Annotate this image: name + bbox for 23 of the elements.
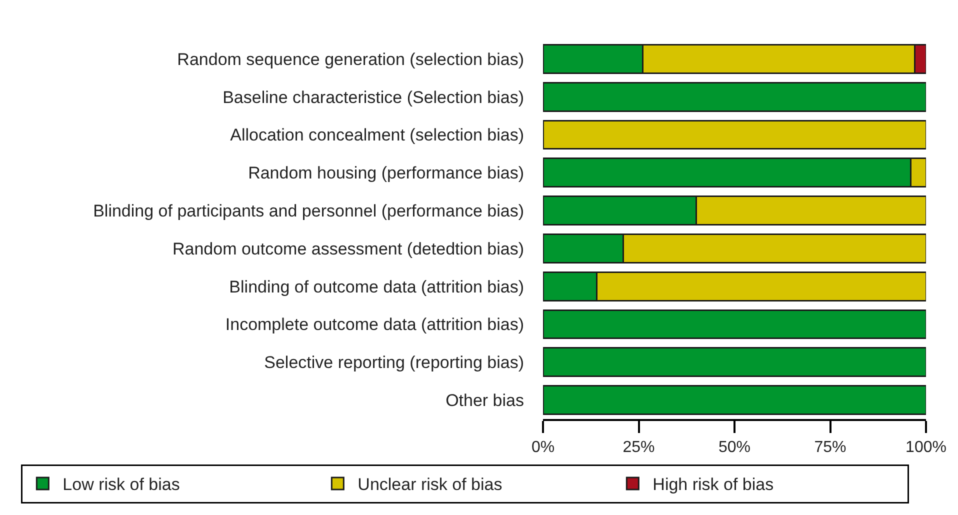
x-tick-label: 100% — [906, 438, 946, 456]
legend-label: Unclear risk of bias — [358, 475, 502, 494]
y-tick-label: Random housing (performance bias) — [248, 164, 524, 183]
y-tick-label: Blinding of participants and personnel (performance bias) — [93, 202, 524, 220]
bar — [543, 82, 926, 112]
y-tick-label: Random sequence generation (selection bias) — [177, 50, 524, 69]
y-tick-label: Allocation concealment (selection bias) — [230, 126, 524, 145]
y-tick-label: Random outcome assessment (detedtion bias) — [172, 239, 524, 258]
x-tick-label: 75% — [814, 438, 846, 456]
y-tick-label: Other bias — [446, 391, 524, 410]
y-tick-label: Blinding of outcome data (attrition bias) — [229, 277, 524, 296]
y-tick-label: Selective reporting (reporting bias) — [264, 353, 524, 372]
x-tick-label: 25% — [622, 438, 655, 456]
x-tick-label: 0% — [531, 438, 555, 456]
y-tick-label: Incomplete outcome data (attrition bias) — [225, 315, 524, 334]
bar — [543, 120, 926, 150]
legend-label: Low risk of bias — [62, 475, 180, 494]
y-tick-label: Baseline characteristice (Selection bias) — [222, 88, 524, 107]
bar — [543, 385, 926, 416]
bar — [543, 347, 926, 378]
bar — [543, 309, 926, 340]
x-tick-label: 50% — [718, 438, 751, 456]
legend-label: High risk of bias — [652, 475, 774, 494]
